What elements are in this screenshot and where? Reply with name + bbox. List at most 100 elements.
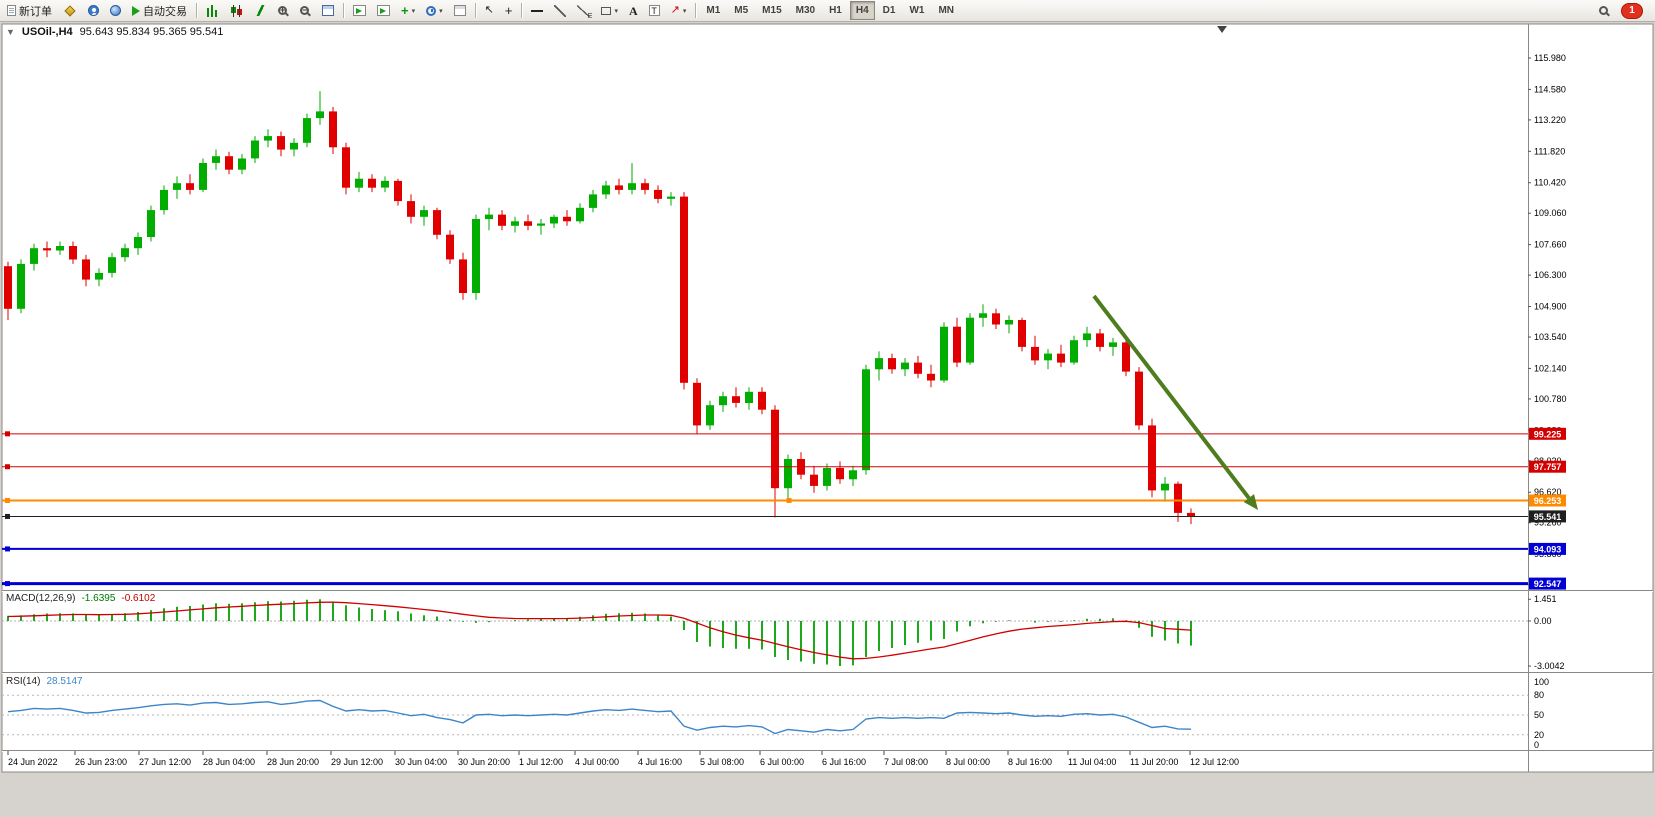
timeframe-button-h4[interactable]: H4 [849,1,875,20]
macd-pane[interactable]: 1.451 0.00 -3.0042 [2,594,1565,671]
rsi-scale-label: 50 [1534,710,1544,720]
autotrading-play-icon [132,5,140,16]
tile-windows-icon [322,5,334,16]
bar-chart-mode-button[interactable] [201,1,224,21]
timeframe-button-mn[interactable]: MN [938,5,955,16]
text-tool-icon: A [628,3,638,18]
trendline-tool-button[interactable] [549,1,571,21]
time-axis-label: 4 Jul 00:00 [575,757,619,767]
timeframe-button-m1[interactable]: M1 [706,5,721,16]
notifications-badge[interactable]: 1 [1621,2,1643,19]
chart-header: ▼ USOil-,H4 95.643 95.834 95.365 95.541 [6,26,223,38]
price-badge-label: 95.541 [1534,512,1562,522]
shapes-tool-button[interactable]: ▾ [596,1,623,21]
chevron-down-icon: ▾ [411,7,416,15]
line-handle[interactable] [786,497,792,503]
time-axis-label: 7 Jul 08:00 [884,757,928,767]
autotrading-button[interactable]: 自动交易 [127,1,192,21]
line-handle[interactable] [5,464,10,470]
arrows-tool-button[interactable]: ↗ ▾ [666,1,692,21]
rsi-scale-label: 0 [1534,740,1539,750]
zoom-in-button[interactable]: + [273,1,294,21]
crosshair-icon: + [504,2,513,18]
timeframe-button-w1[interactable]: W1 [909,5,925,16]
candles-series [4,91,1195,525]
trend-arrow-object[interactable] [1092,294,1251,500]
tile-windows-button[interactable] [317,1,339,21]
search-button[interactable] [1594,1,1615,21]
time-axis-label: 6 Jul 00:00 [760,757,804,767]
scroll-position-marker[interactable] [1217,26,1227,33]
price-axis-label: 114.580 [1534,84,1566,94]
timeframe-button-h1[interactable]: H1 [829,5,842,16]
text-tool-button[interactable]: A [624,1,643,21]
macd-signal-line [7,601,1192,660]
metaquotes-button[interactable] [58,1,82,21]
macd-indicator-label: MACD(12,26,9) -1.6395 -0.6102 [6,593,155,604]
one-click-trading-toggle[interactable]: ▼ [6,27,15,37]
trend-arrow-head [1243,494,1258,510]
macd-histogram [7,599,1192,666]
crosshair-tool-button[interactable]: + [500,1,518,21]
price-axis-label: 103.540 [1534,332,1567,342]
equidistant-channel-icon [577,4,592,20]
label-tool-icon: T [648,5,660,16]
timeframe-button-d1[interactable]: D1 [882,5,896,16]
zoom-out-icon: − [300,5,309,15]
price-badge-label: 99.225 [1534,429,1562,439]
price-axis-label: 111.820 [1534,146,1565,156]
rsi-name: RSI(14) [6,676,41,687]
candlestick-mode-button[interactable] [225,1,248,21]
new-order-icon [7,5,16,16]
timeframe-button-m15[interactable]: M15 [762,5,782,16]
time-axis-label: 8 Jul 16:00 [1008,757,1052,767]
trendline-icon [554,4,567,17]
time-axis[interactable]: 24 Jun 2022 26 Jun 23:00 27 Jun 12:00 28 Ju… [7,751,1239,767]
periods-button[interactable]: ▾ [421,1,448,21]
templates-button[interactable] [449,1,471,21]
bar-chart-icon [206,4,219,17]
line-handle[interactable] [5,513,10,519]
chart-symbol-period: USOil-,H4 [21,26,73,38]
channel-tool-button[interactable] [572,1,595,21]
time-axis-label: 28 Jun 04:00 [203,757,255,767]
zoom-in-icon: + [278,5,287,15]
price-axis-label: 102.140 [1534,363,1567,373]
new-order-button[interactable]: 新订单 [2,1,57,21]
price-axis-label: 107.660 [1534,240,1567,250]
time-axis-label: 24 Jun 2022 [8,757,58,767]
zoom-out-button[interactable]: − [295,1,316,21]
label-tool-button[interactable]: T [644,1,665,21]
line-chart-mode-button[interactable] [249,1,272,21]
price-axis-label: 109.060 [1534,208,1567,218]
community-button[interactable] [105,1,126,21]
line-chart-icon [254,5,267,16]
indicators-button[interactable]: + ▾ [396,1,420,21]
profile-button[interactable] [83,1,104,21]
timeframe-button-m30[interactable]: M30 [795,5,816,16]
horizontal-line-tool-button[interactable] [526,1,548,21]
time-axis-label: 5 Jul 08:00 [700,757,744,767]
chart-shift-button[interactable] [372,1,395,21]
chevron-down-icon: ▾ [682,7,687,15]
line-handle[interactable] [5,497,10,503]
line-handle[interactable] [5,546,10,552]
search-icon [1599,6,1608,15]
rsi-pane[interactable]: 100 80 50 200 [2,677,1549,750]
price-axis-label: 96.620 [1534,487,1562,497]
arrow-tool-icon: ↗ [670,4,680,16]
rsi-scale-label: 80 [1534,690,1544,700]
price-badge [1529,460,1566,473]
price-badge [1529,494,1566,507]
chart-shift-icon [377,5,390,16]
price-badge-label: 92.547 [1534,579,1562,589]
price-axis-label: 115.980 [1534,53,1566,63]
auto-scroll-button[interactable] [348,1,371,21]
line-handle[interactable] [5,581,10,587]
cursor-tool-button[interactable]: ↖ [480,1,499,21]
timeframe-button-m5[interactable]: M5 [734,5,749,16]
autotrading-label: 自动交易 [143,5,187,18]
time-axis-label: 27 Jun 12:00 [139,757,191,767]
line-handle[interactable] [5,431,10,437]
